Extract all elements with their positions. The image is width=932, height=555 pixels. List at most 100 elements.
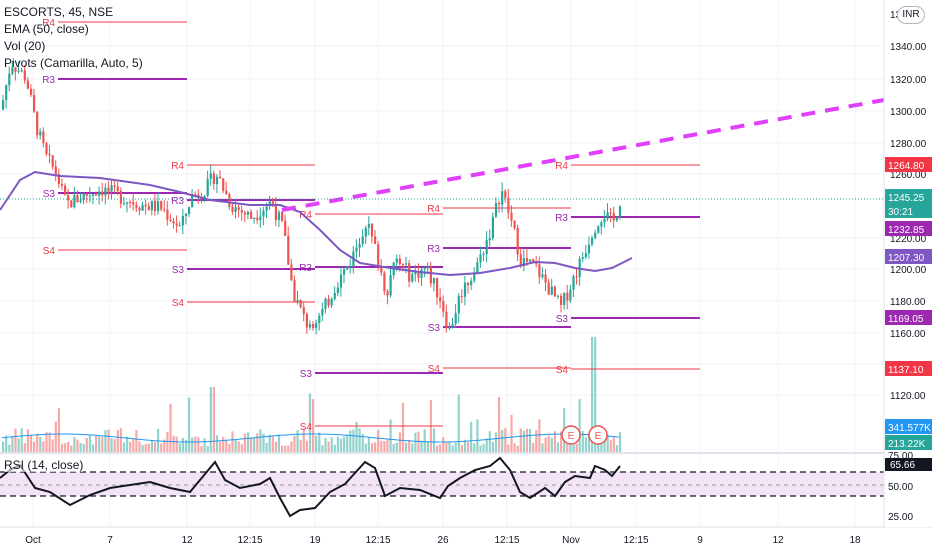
- currency-button[interactable]: INR: [897, 6, 925, 24]
- time-tick-label: Nov: [562, 535, 580, 546]
- volume-legend[interactable]: Vol (20): [4, 39, 46, 53]
- price-tag-label: 1137.10: [888, 365, 924, 376]
- volume-bar: [308, 393, 312, 452]
- candle-body: [160, 201, 163, 210]
- volume-bar: [14, 428, 17, 452]
- candle-body: [426, 266, 429, 269]
- volume-bar: [197, 437, 200, 452]
- candle-body: [380, 266, 383, 273]
- time-axis[interactable]: [0, 528, 932, 550]
- candle-body: [132, 202, 135, 205]
- rsi-line: [0, 456, 621, 518]
- volume-bar: [330, 437, 333, 452]
- volume-bar: [64, 443, 67, 452]
- price-tick-label: 1200.00: [890, 265, 927, 276]
- volume-bar: [457, 394, 460, 452]
- candle-body: [504, 191, 507, 198]
- candle-body: [104, 187, 107, 196]
- main-pane[interactable]: [0, 0, 884, 452]
- candle-body: [296, 299, 299, 302]
- candle-body: [153, 200, 157, 212]
- price-tick-label: 1260.00: [890, 170, 927, 181]
- volume-bar: [172, 435, 175, 452]
- candle-body: [494, 202, 498, 217]
- volume-bar: [302, 428, 305, 452]
- volume-bar: [20, 428, 23, 452]
- candle-body: [141, 204, 144, 211]
- pivots-legend[interactable]: Pivots (Camarilla, Auto, 5): [4, 56, 143, 70]
- candle-body: [324, 298, 327, 310]
- volume-bar: [144, 444, 147, 452]
- earnings-marker[interactable]: E: [561, 425, 581, 445]
- symbol-title[interactable]: ESCORTS, 45, NSE: [4, 5, 114, 19]
- candle-body: [175, 223, 178, 226]
- volume-bar: [581, 431, 584, 452]
- volume-bar: [507, 444, 510, 452]
- candle-body: [110, 185, 113, 192]
- candle-body: [473, 272, 476, 281]
- candle-body: [265, 206, 268, 211]
- volume-bar: [116, 430, 119, 452]
- candle-body: [45, 143, 48, 154]
- volume-bar: [426, 441, 429, 452]
- volume-bar: [153, 441, 157, 452]
- candle-body: [460, 295, 463, 297]
- volume-bar: [439, 444, 442, 452]
- candle-body: [262, 210, 265, 217]
- volume-bar: [597, 442, 600, 452]
- candle-body: [346, 266, 349, 270]
- volume-bar: [290, 441, 293, 452]
- volume-bar: [544, 437, 547, 452]
- pivot-label: R3: [42, 75, 55, 86]
- candle-body: [606, 212, 609, 219]
- pivot-label: S3: [43, 189, 56, 200]
- volume-bar: [122, 442, 126, 452]
- price-tick-label: 1320.00: [890, 75, 927, 86]
- candle-body: [166, 209, 169, 220]
- candle-body: [222, 178, 225, 191]
- volume-bar: [67, 441, 70, 452]
- price-tick-label: 1340.00: [890, 42, 927, 53]
- rsi-legend[interactable]: RSI (14, close): [4, 458, 84, 472]
- candle-body: [274, 206, 277, 221]
- candle-body: [212, 173, 215, 185]
- candle-body: [277, 212, 281, 221]
- price-tag-bg: [885, 189, 932, 204]
- volume-bar: [476, 419, 479, 452]
- candle-body: [8, 73, 11, 86]
- candle-body: [243, 212, 246, 215]
- candle-body: [246, 211, 250, 215]
- pivot-label: R4: [171, 161, 184, 172]
- candle-body: [529, 259, 532, 262]
- volume-bar: [358, 428, 361, 452]
- pivot-label: R4: [427, 204, 440, 215]
- time-tick-label: Oct: [25, 535, 41, 546]
- candle-body: [33, 94, 36, 112]
- candle-body: [343, 269, 346, 275]
- candle-body: [76, 195, 79, 203]
- volume-bar: [432, 428, 436, 452]
- candle-body: [11, 67, 14, 74]
- rsi-tick-label: 25.00: [888, 512, 913, 523]
- candle-body: [358, 244, 361, 248]
- ema-legend[interactable]: EMA (50, close): [4, 22, 89, 36]
- trendline[interactable]: [281, 98, 885, 212]
- candle-body: [67, 195, 70, 201]
- volume-bar: [405, 442, 408, 452]
- candle-body: [126, 202, 129, 204]
- volume-bar: [194, 436, 197, 452]
- candle-body: [467, 282, 470, 286]
- volume-bar: [231, 431, 234, 452]
- candle-body: [516, 227, 519, 255]
- candle-body: [231, 206, 234, 212]
- earnings-marker[interactable]: E: [588, 425, 608, 445]
- volume-bar: [408, 439, 411, 452]
- candle-body: [98, 191, 101, 196]
- volume-bar: [95, 435, 98, 452]
- volume-bar: [618, 432, 622, 452]
- candle-body: [612, 213, 615, 221]
- volume-bar: [361, 434, 364, 452]
- volume-bar: [448, 441, 451, 452]
